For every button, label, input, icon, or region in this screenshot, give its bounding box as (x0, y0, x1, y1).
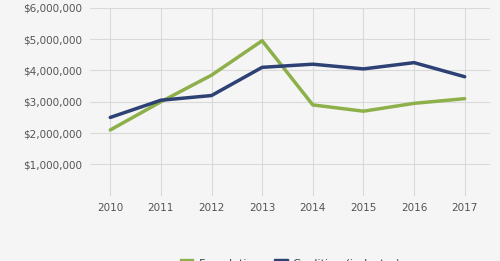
Legend: Foundation, Coalition (industry): Foundation, Coalition (industry) (180, 259, 400, 261)
